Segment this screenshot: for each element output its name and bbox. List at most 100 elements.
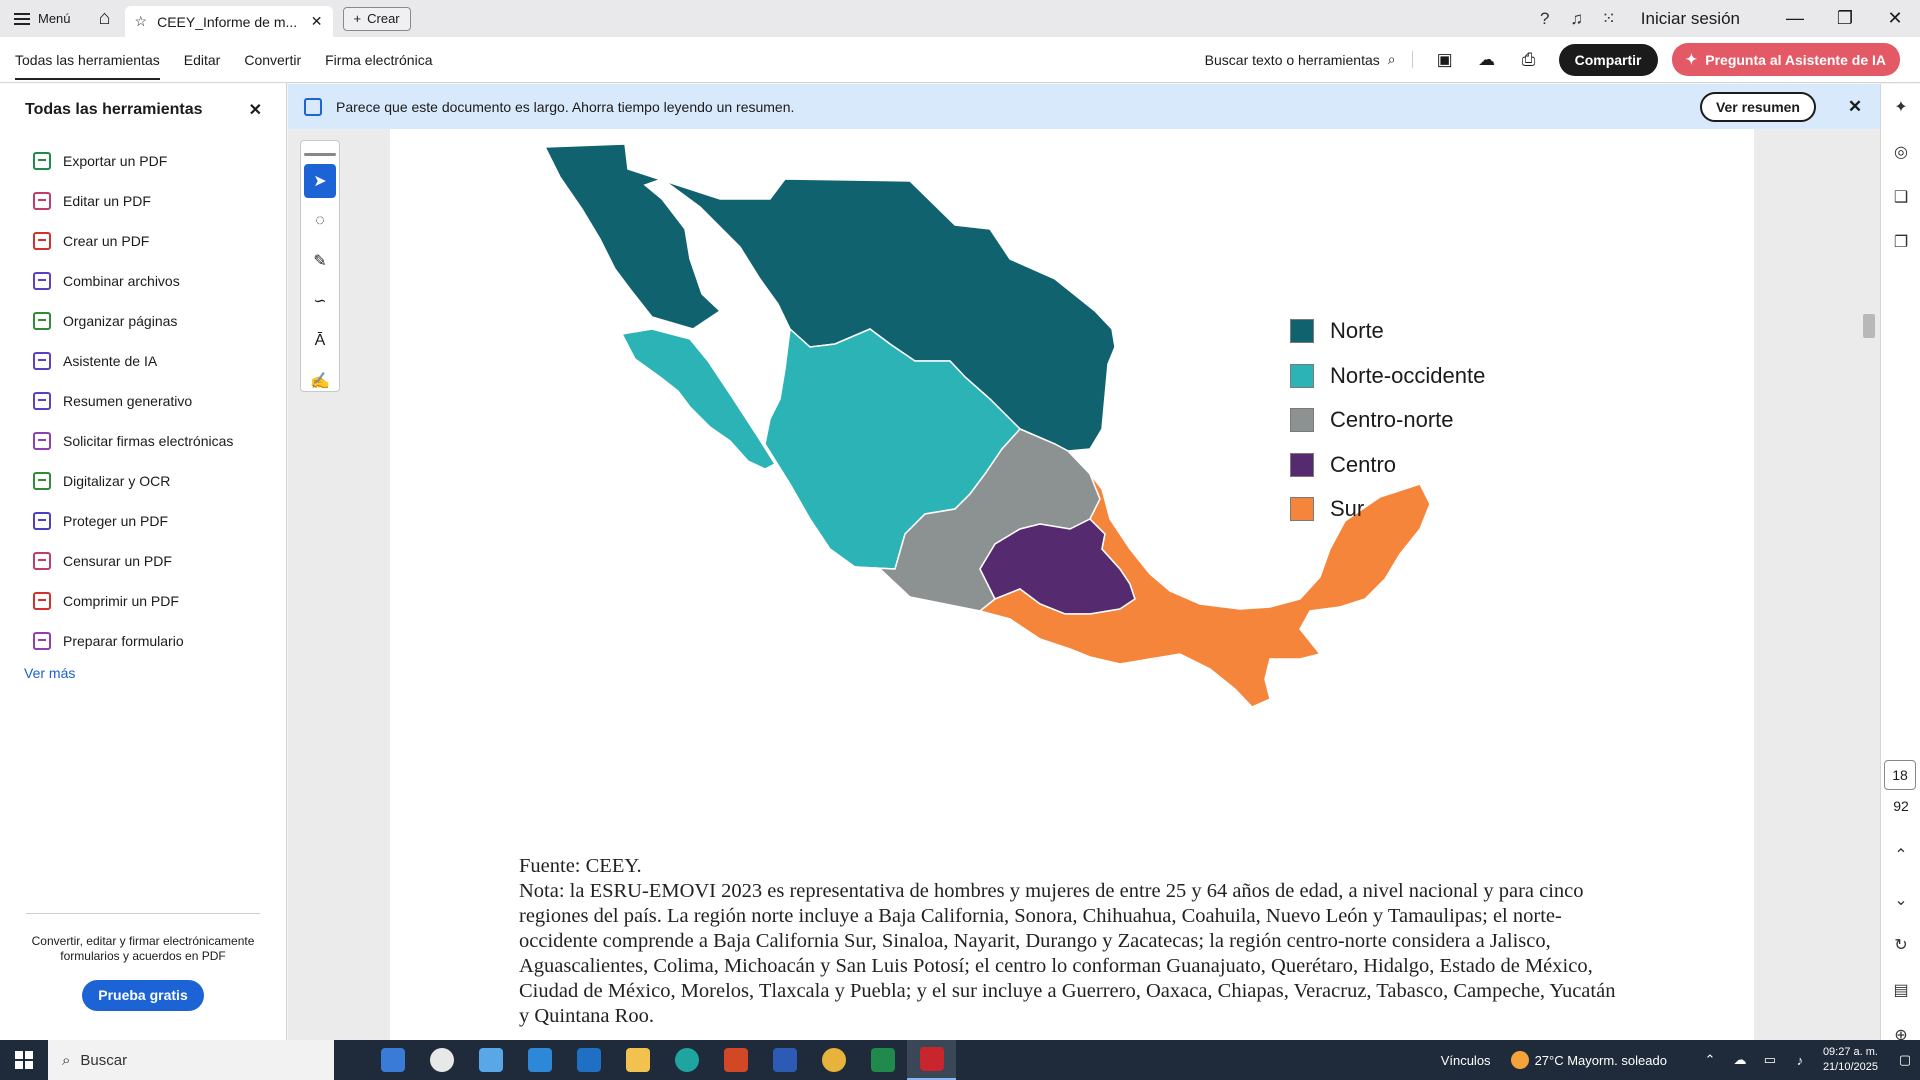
outlook-icon [576,1048,601,1072]
pages-rail-icon[interactable]: ❐ [1893,233,1909,251]
links-toolbar[interactable]: Vínculos [1440,1052,1491,1068]
powerpoint-icon [723,1048,748,1072]
app-chrome[interactable] [809,1040,858,1080]
onedrive-icon[interactable]: ☁ [1733,1052,1747,1067]
minimize-icon[interactable]: — [1786,8,1804,28]
rotate-icon[interactable]: ↻ [1894,936,1908,954]
create-button[interactable]: + Crear [342,6,411,31]
tool-item[interactable]: Proteger un PDF [0,501,286,541]
comment-icon[interactable]: ◌ [315,212,325,229]
close-tab-icon[interactable]: ✕ [310,13,323,29]
document-tab[interactable]: ☆ CEEY_Informe de m... ✕ [124,6,333,37]
volume-icon[interactable]: ♪ [1796,1052,1804,1068]
view-summary-button[interactable]: Ver resumen [1699,91,1816,122]
tool-item[interactable]: Solicitar firmas electrónicas [0,421,286,461]
app-teamviewer[interactable] [417,1040,466,1080]
current-page-number[interactable]: 18 [1884,760,1916,790]
tool-item[interactable]: Organizar páginas [0,301,286,341]
close-panel-icon[interactable]: ✕ [248,102,262,119]
tool-item[interactable]: Editar un PDF [0,181,286,221]
clock[interactable]: 09:27 a. m. 21/10/2025 [1815,1045,1890,1075]
free-trial-button[interactable]: Prueba gratis [82,980,204,1011]
total-pages: 92 [1893,798,1909,814]
app-excel[interactable] [858,1040,907,1080]
nav-convert[interactable]: Convertir [244,51,302,68]
app-edge[interactable] [662,1040,711,1080]
tool-item[interactable]: Combinar archivos [0,261,286,301]
tool-item[interactable]: Preparar formulario [0,621,286,661]
network-icon[interactable]: ▭ [1763,1052,1777,1067]
tool-item[interactable]: Comprimir un PDF [0,581,286,621]
apps-grid-icon[interactable]: ⁙ [1601,8,1616,28]
nav-esign[interactable]: Firma electrónica [325,51,433,68]
app-outlook[interactable] [564,1040,613,1080]
legend-swatch [1290,408,1314,433]
ai-summary-rail-icon[interactable]: ✦ [1894,98,1908,116]
tool-item[interactable]: Digitalizar y OCR [0,461,286,501]
tool-item[interactable]: Censurar un PDF [0,541,286,581]
chevron-up-icon[interactable]: ⌃ [1894,846,1908,864]
zoom-in-icon[interactable]: ⊕ [1894,1026,1908,1044]
scroll-thumb[interactable] [1863,314,1875,338]
tool-icon [33,352,51,370]
close-notice-icon[interactable]: ✕ [1847,96,1863,116]
tools-panel: Todas las herramientas ✕ Exportar un PDF… [0,83,287,1040]
signin-button[interactable]: Iniciar sesión [1640,8,1740,28]
select-cursor-icon[interactable]: ➤ [304,164,336,198]
tool-item[interactable]: Crear un PDF [0,221,286,261]
app-calendar[interactable] [515,1040,564,1080]
app-powerpoint[interactable] [711,1040,760,1080]
tool-item[interactable]: Exportar un PDF [0,141,286,181]
weather-widget[interactable]: 27°C Mayorm. soleado [1510,1051,1695,1069]
app-acrobat[interactable] [907,1040,956,1080]
taskbar-apps [368,1040,956,1080]
taskbar-search[interactable]: ⌕ Buscar [48,1040,334,1080]
page-fit-icon[interactable]: ▤ [1893,981,1909,999]
bookmark-rail-icon[interactable]: ❑ [1893,188,1909,206]
help-icon[interactable]: ? [1540,8,1550,28]
ai-assistant-button[interactable]: ✦ Pregunta al Asistente de IA [1671,43,1900,76]
chevron-down-icon[interactable]: ⌄ [1894,891,1908,909]
text-recognition-icon[interactable]: Ā [314,332,326,349]
windows-logo-icon [15,1051,33,1069]
draw-lasso-icon[interactable]: ∽ [313,293,327,310]
chevron-up-icon[interactable]: ⌃ [1704,1052,1716,1067]
save-icon[interactable]: ▣ [1436,49,1453,69]
weather-text: 27°C Mayorm. soleado [1534,1052,1667,1068]
footer-text: Convertir, editar y firmar electrónicame… [31,934,255,963]
folder-icon [625,1048,650,1072]
legend-item: Centro-norte [1290,398,1485,443]
comments-rail-icon[interactable]: ◎ [1894,143,1908,161]
tool-icon [33,512,51,530]
legend-label: Norte-occidente [1330,362,1486,388]
search-tools-button[interactable]: Buscar texto o herramientas ⌕ [1205,51,1413,68]
windows-taskbar: ⌕ Buscar Vínculos 27°C Mayorm. soleado ⌃… [0,1040,1920,1080]
nav-edit[interactable]: Editar [183,51,221,68]
summary-notice-bar: Parece que este documento es largo. Ahor… [288,84,1880,129]
menu-label: Menú [38,11,71,26]
bell-icon[interactable]: ♫ [1570,8,1584,28]
tool-list: Exportar un PDF Editar un PDF Crear un PDF… [0,141,286,661]
document-scrollbar[interactable] [1858,129,1878,1040]
restore-icon[interactable]: ❐ [1836,8,1854,28]
app-snipping-tool[interactable] [368,1040,417,1080]
nav-all-tools[interactable]: Todas las herramientas [15,52,160,80]
app-file-explorer[interactable] [613,1040,662,1080]
start-button[interactable] [0,1040,48,1080]
see-more-link[interactable]: Ver más [24,665,76,681]
menu-button[interactable]: Menú [0,0,85,37]
app-pen[interactable] [466,1040,515,1080]
share-button[interactable]: Compartir [1558,43,1658,76]
tool-item[interactable]: Asistente de IA [0,341,286,381]
drag-handle[interactable] [304,153,336,156]
home-icon[interactable]: ⌂ [98,7,111,29]
print-icon[interactable]: ⎙ [1521,49,1536,69]
upload-cloud-icon[interactable]: ☁ [1478,49,1496,69]
highlight-pen-icon[interactable]: ✎ [313,253,327,270]
app-word[interactable] [760,1040,809,1080]
sign-icon[interactable]: ✍ [310,373,330,390]
star-icon[interactable]: ☆ [134,13,148,29]
close-window-icon[interactable]: ✕ [1887,8,1903,28]
tool-item[interactable]: Resumen generativo [0,381,286,421]
notifications-icon[interactable]: ▢ [1898,1052,1912,1067]
